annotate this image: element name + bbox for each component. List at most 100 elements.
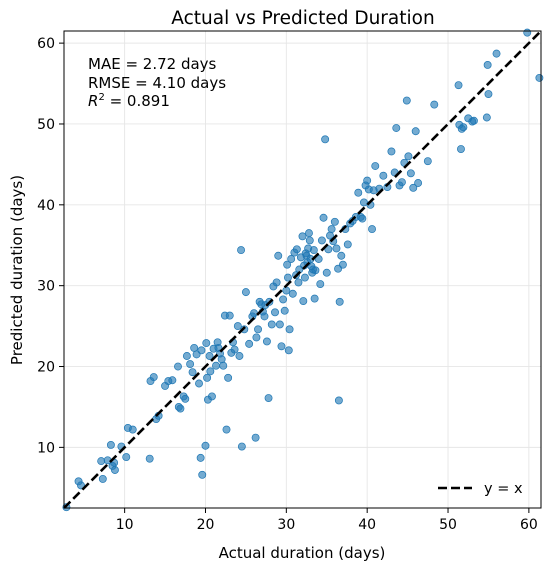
data-point — [358, 214, 367, 223]
data-point — [262, 337, 271, 346]
data-point — [368, 225, 376, 234]
y-tick-label: 30 — [37, 279, 55, 295]
data-point — [324, 245, 333, 254]
data-point — [371, 162, 380, 170]
data-point — [322, 268, 331, 277]
data-point — [241, 288, 250, 297]
data-point — [430, 100, 439, 109]
chart-title: Actual vs Predicted Duration — [171, 8, 434, 29]
data-point — [202, 339, 211, 348]
data-point — [283, 260, 292, 269]
y-tick-label: 20 — [37, 360, 55, 376]
data-point — [237, 442, 246, 451]
x-tick-label: 40 — [358, 517, 376, 533]
data-point — [252, 333, 261, 342]
data-point — [523, 28, 532, 37]
plot-frame — [63, 30, 542, 509]
data-point — [260, 312, 269, 321]
data-point — [354, 188, 363, 197]
data-point — [459, 123, 468, 132]
data-point — [482, 113, 491, 122]
data-point — [484, 90, 493, 99]
data-points — [62, 28, 544, 512]
data-point — [110, 466, 119, 474]
r2-annotation: R2 = 0.891 — [88, 92, 170, 110]
data-point — [411, 127, 420, 136]
y-tick-label: 50 — [37, 117, 55, 133]
data-point — [224, 373, 233, 382]
data-point — [195, 379, 203, 388]
data-point — [283, 273, 292, 282]
data-point — [277, 342, 286, 351]
data-point — [397, 178, 406, 187]
data-point — [327, 225, 336, 234]
y-tick-label: 10 — [37, 440, 55, 456]
data-point — [294, 278, 303, 287]
data-point — [335, 297, 344, 306]
data-point — [287, 255, 296, 263]
data-point — [305, 229, 313, 238]
data-point — [404, 152, 413, 161]
data-point — [392, 124, 401, 132]
data-point — [279, 295, 288, 304]
data-point — [379, 171, 388, 180]
data-point — [316, 280, 325, 289]
data-point — [469, 116, 478, 125]
data-point — [149, 373, 158, 381]
data-point — [309, 246, 318, 255]
data-point — [299, 297, 308, 305]
x-tick-label: 20 — [197, 517, 215, 533]
data-point — [235, 352, 244, 360]
data-point — [314, 255, 323, 263]
data-point — [77, 481, 85, 490]
data-point — [285, 325, 294, 334]
r2-symbol: R — [88, 92, 98, 110]
data-point — [128, 425, 137, 434]
y-tick-label: 60 — [37, 36, 55, 52]
data-point — [212, 361, 220, 370]
data-point — [254, 325, 262, 334]
data-point — [230, 345, 239, 354]
data-point — [182, 352, 191, 360]
y-equals-x-line — [63, 30, 542, 509]
x-axis-ticks: 10 20 30 40 50 60 — [116, 508, 538, 533]
x-tick-label: 50 — [439, 517, 457, 533]
data-point — [97, 457, 106, 466]
data-point — [267, 320, 276, 329]
data-point — [106, 440, 115, 449]
data-point — [222, 425, 231, 434]
data-point — [317, 236, 326, 245]
data-point — [300, 273, 309, 282]
data-point — [298, 232, 307, 241]
data-point — [245, 339, 254, 348]
data-point — [402, 96, 411, 105]
data-point — [387, 147, 396, 156]
data-point — [535, 73, 544, 82]
data-point — [292, 245, 301, 254]
data-point — [280, 306, 289, 315]
data-point — [274, 251, 283, 260]
data-point — [225, 311, 234, 320]
data-point — [275, 320, 284, 329]
data-point — [251, 433, 260, 442]
y-tick-label: 40 — [37, 198, 55, 214]
data-point — [409, 183, 418, 192]
y-axis-ticks: 10 20 30 40 50 60 — [37, 36, 64, 456]
data-point — [233, 322, 242, 331]
data-point — [414, 179, 423, 187]
data-point — [332, 244, 341, 253]
data-point — [205, 352, 214, 360]
x-tick-label: 60 — [520, 517, 538, 533]
data-point — [201, 441, 210, 450]
data-point — [196, 453, 205, 462]
data-point — [337, 251, 346, 260]
data-point — [492, 49, 501, 58]
data-point — [310, 294, 319, 303]
data-point — [282, 286, 291, 295]
r2-value: = 0.891 — [105, 92, 170, 110]
data-point — [217, 355, 226, 364]
data-point — [288, 289, 297, 298]
data-point — [454, 81, 463, 90]
data-point — [330, 217, 339, 226]
